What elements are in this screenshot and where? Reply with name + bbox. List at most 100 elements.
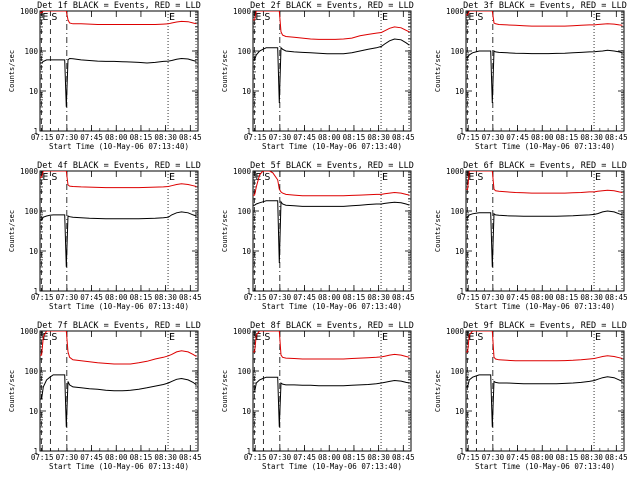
x-axis-label: Start Time (10-May-06 07:13:40) [262, 142, 402, 151]
y-axis-label: Counts/sec [221, 210, 229, 252]
x-tick-label: 08:45 [179, 293, 202, 302]
series-group [253, 171, 410, 264]
x-tick-label: 08:30 [580, 453, 603, 462]
y-axis-label: Counts/sec [221, 50, 229, 92]
x-tick-label: 08:30 [367, 293, 390, 302]
time-marker-label: E [255, 172, 261, 183]
plot-frame [465, 170, 625, 292]
x-tick-label: 07:30 [269, 453, 292, 462]
series-group [253, 331, 410, 427]
panel-title: Det 3f BLACK = Events, RED = LLD [463, 1, 627, 11]
y-tick-label: 100 [237, 367, 251, 376]
panel-det-8f: Det 8f BLACK = Events, RED = LLD 1 10 100 10… [221, 321, 415, 471]
y-tick-label: 1000 [20, 327, 39, 336]
x-tick-label: 07:45 [293, 453, 316, 462]
x-tick-label: 07:15 [457, 133, 480, 142]
x-tick-label: 08:15 [130, 453, 153, 462]
x-tick-label: 08:15 [343, 133, 366, 142]
x-tick-label: 07:15 [457, 293, 480, 302]
y-tick-label: 100 [24, 367, 38, 376]
panel-title: Det 1f BLACK = Events, RED = LLD [37, 1, 201, 11]
y-tick-label: 10 [242, 407, 252, 416]
plot-frame [39, 330, 199, 452]
y-tick-label: 1 [33, 127, 38, 136]
panel-det-2f: Det 2f BLACK = Events, RED = LLD 1 10 100 10… [221, 1, 415, 151]
x-tick-label: 08:45 [392, 453, 415, 462]
time-marker-label: S [477, 12, 483, 23]
y-tick-label: 10 [29, 407, 39, 416]
x-tick-label: 08:15 [130, 293, 153, 302]
series-lld-line [40, 11, 197, 25]
panel-title: Det 9f BLACK = Events, RED = LLD [463, 321, 627, 331]
x-axis-label: Start Time (10-May-06 07:13:40) [475, 302, 615, 311]
series-lld-line [253, 331, 410, 360]
x-tick-label: 08:45 [605, 293, 628, 302]
time-marker-label: E [468, 172, 474, 183]
y-tick-label: 100 [450, 207, 464, 216]
panel-det-9f: Det 9f BLACK = Events, RED = LLD 1 10 100 10… [434, 321, 628, 471]
x-tick-label: 07:15 [31, 453, 54, 462]
series-lld-line [466, 331, 623, 362]
x-tick-label: 07:30 [56, 293, 79, 302]
time-marker-label: S [51, 332, 57, 343]
plot-frame [252, 10, 412, 132]
x-tick-label: 08:00 [531, 453, 554, 462]
panel-det-7f: Det 7f BLACK = Events, RED = LLD 1 10 100 10… [8, 321, 202, 471]
time-marker-label: S [51, 12, 57, 23]
plot-frame [465, 330, 625, 452]
series-group [253, 11, 410, 104]
series-group [40, 171, 197, 267]
x-tick-label: 07:45 [80, 453, 103, 462]
y-tick-label: 1 [459, 287, 464, 296]
y-tick-label: 100 [24, 207, 38, 216]
panel-title: Det 7f BLACK = Events, RED = LLD [37, 321, 201, 331]
x-tick-label: 08:00 [318, 453, 341, 462]
x-tick-label: 08:00 [531, 133, 554, 142]
series-lld-line [253, 171, 410, 197]
panel-det-3f: Det 3f BLACK = Events, RED = LLD 1 10 100 10… [434, 1, 628, 151]
x-tick-label: 07:15 [31, 133, 54, 142]
x-tick-label: 08:45 [179, 453, 202, 462]
series-events-line [40, 374, 197, 427]
x-tick-label: 08:45 [605, 133, 628, 142]
y-tick-label: 1 [33, 447, 38, 456]
time-marker-label: S [51, 172, 57, 183]
x-tick-label: 07:15 [244, 133, 267, 142]
time-marker-label: E [42, 172, 48, 183]
x-tick-label: 07:45 [506, 133, 529, 142]
x-tick-label: 07:45 [80, 293, 103, 302]
y-tick-label: 10 [29, 87, 39, 96]
time-marker-label: S [477, 332, 483, 343]
y-tick-label: 10 [242, 247, 252, 256]
x-tick-label: 08:45 [179, 133, 202, 142]
y-tick-label: 1000 [20, 167, 39, 176]
x-tick-label: 07:15 [31, 293, 54, 302]
x-axis-label: Start Time (10-May-06 07:13:40) [49, 142, 189, 151]
time-marker-label: E [42, 12, 48, 23]
x-tick-label: 07:30 [56, 453, 79, 462]
series-group [466, 11, 623, 104]
x-axis-label: Start Time (10-May-06 07:13:40) [475, 462, 615, 471]
y-tick-label: 100 [237, 47, 251, 56]
x-tick-label: 07:45 [506, 293, 529, 302]
plot-frame [39, 170, 199, 292]
y-tick-label: 100 [450, 47, 464, 56]
y-tick-label: 10 [242, 87, 252, 96]
series-lld-line [40, 171, 197, 189]
panel-det-5f: Det 5f BLACK = Events, RED = LLD 1 10 100 10… [221, 161, 415, 311]
time-marker-label: E [255, 332, 261, 343]
panel-title: Det 8f BLACK = Events, RED = LLD [250, 321, 414, 331]
x-tick-label: 07:30 [482, 293, 505, 302]
panel-det-6f: Det 6f BLACK = Events, RED = LLD 1 10 100 10… [434, 161, 628, 311]
x-axis-label: Start Time (10-May-06 07:13:40) [49, 462, 189, 471]
y-axis-label: Counts/sec [221, 370, 229, 412]
x-tick-label: 07:30 [56, 133, 79, 142]
panel-det-1f: Det 1f BLACK = Events, RED = LLD 1 10 100 10… [8, 1, 202, 151]
x-tick-label: 08:15 [343, 293, 366, 302]
y-tick-label: 1000 [233, 7, 252, 16]
y-tick-label: 1000 [20, 7, 39, 16]
x-tick-label: 07:45 [293, 293, 316, 302]
time-marker-label: E [468, 12, 474, 23]
y-tick-label: 10 [455, 407, 465, 416]
